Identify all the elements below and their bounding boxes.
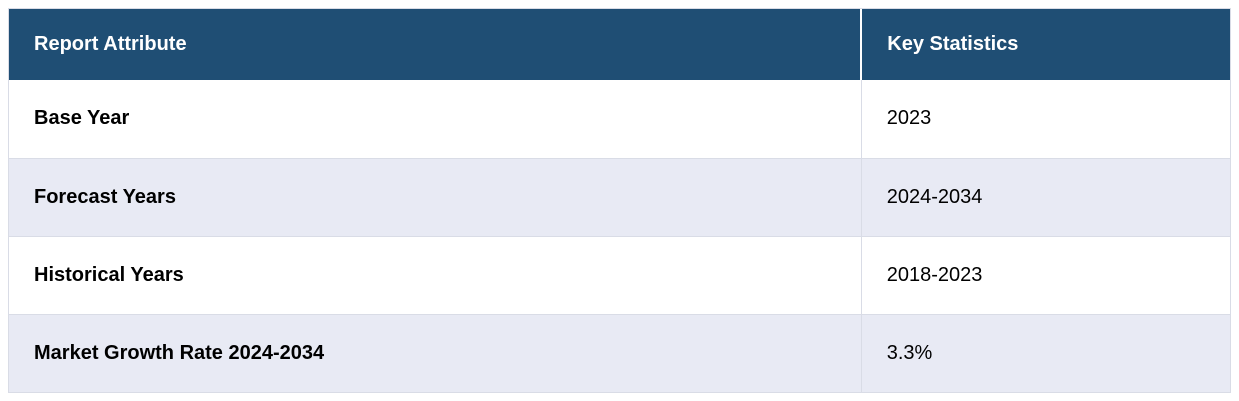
column-header-key-statistics: Key Statistics [860, 9, 1230, 80]
table-row: Base Year 2023 [9, 80, 1230, 158]
value-forecast-years: 2024-2034 [860, 157, 1230, 236]
header-row: Report Attribute Key Statistics [9, 9, 1230, 80]
table-body: Base Year 2023 Forecast Years 2024-2034 … [9, 80, 1230, 392]
report-statistics-table: Report Attribute Key Statistics Base Yea… [9, 9, 1230, 392]
attribute-historical-years: Historical Years [9, 235, 862, 314]
column-header-report-attribute: Report Attribute [9, 9, 862, 80]
report-statistics-table-container: Report Attribute Key Statistics Base Yea… [8, 8, 1231, 393]
value-historical-years: 2018-2023 [860, 235, 1230, 314]
value-base-year: 2023 [860, 80, 1230, 158]
table-row: Forecast Years 2024-2034 [9, 157, 1230, 236]
table-row: Historical Years 2018-2023 [9, 235, 1230, 314]
value-market-growth-rate: 3.3% [860, 313, 1230, 392]
table-header: Report Attribute Key Statistics [9, 9, 1230, 80]
attribute-market-growth-rate: Market Growth Rate 2024-2034 [9, 313, 862, 392]
attribute-forecast-years: Forecast Years [9, 157, 862, 236]
attribute-base-year: Base Year [34, 107, 130, 130]
table-row: Market Growth Rate 2024-2034 3.3% [9, 313, 1230, 392]
